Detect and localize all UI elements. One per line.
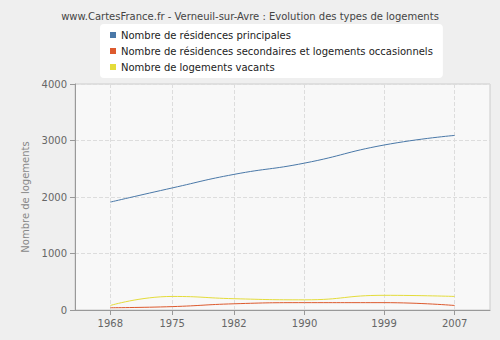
svg-text:Nombre de résidences principal: Nombre de résidences principales	[121, 30, 291, 41]
svg-text:2000: 2000	[42, 192, 67, 203]
svg-text:Nombre de résidences secondair: Nombre de résidences secondaires et loge…	[121, 46, 433, 57]
svg-text:Nombre de logements: Nombre de logements	[20, 141, 31, 252]
svg-text:1975: 1975	[159, 318, 184, 329]
svg-text:www.CartesFrance.fr - Verneuil: www.CartesFrance.fr - Verneuil-sur-Avre …	[61, 11, 439, 22]
svg-text:1968: 1968	[98, 318, 123, 329]
svg-text:2007: 2007	[442, 318, 467, 329]
svg-text:0: 0	[61, 305, 67, 316]
svg-text:4000: 4000	[42, 79, 67, 90]
svg-text:1982: 1982	[221, 318, 246, 329]
svg-text:3000: 3000	[42, 135, 67, 146]
svg-text:1999: 1999	[371, 318, 396, 329]
svg-text:Nombre de logements vacants: Nombre de logements vacants	[121, 62, 275, 73]
svg-text:1000: 1000	[42, 248, 67, 259]
svg-text:1990: 1990	[292, 318, 317, 329]
